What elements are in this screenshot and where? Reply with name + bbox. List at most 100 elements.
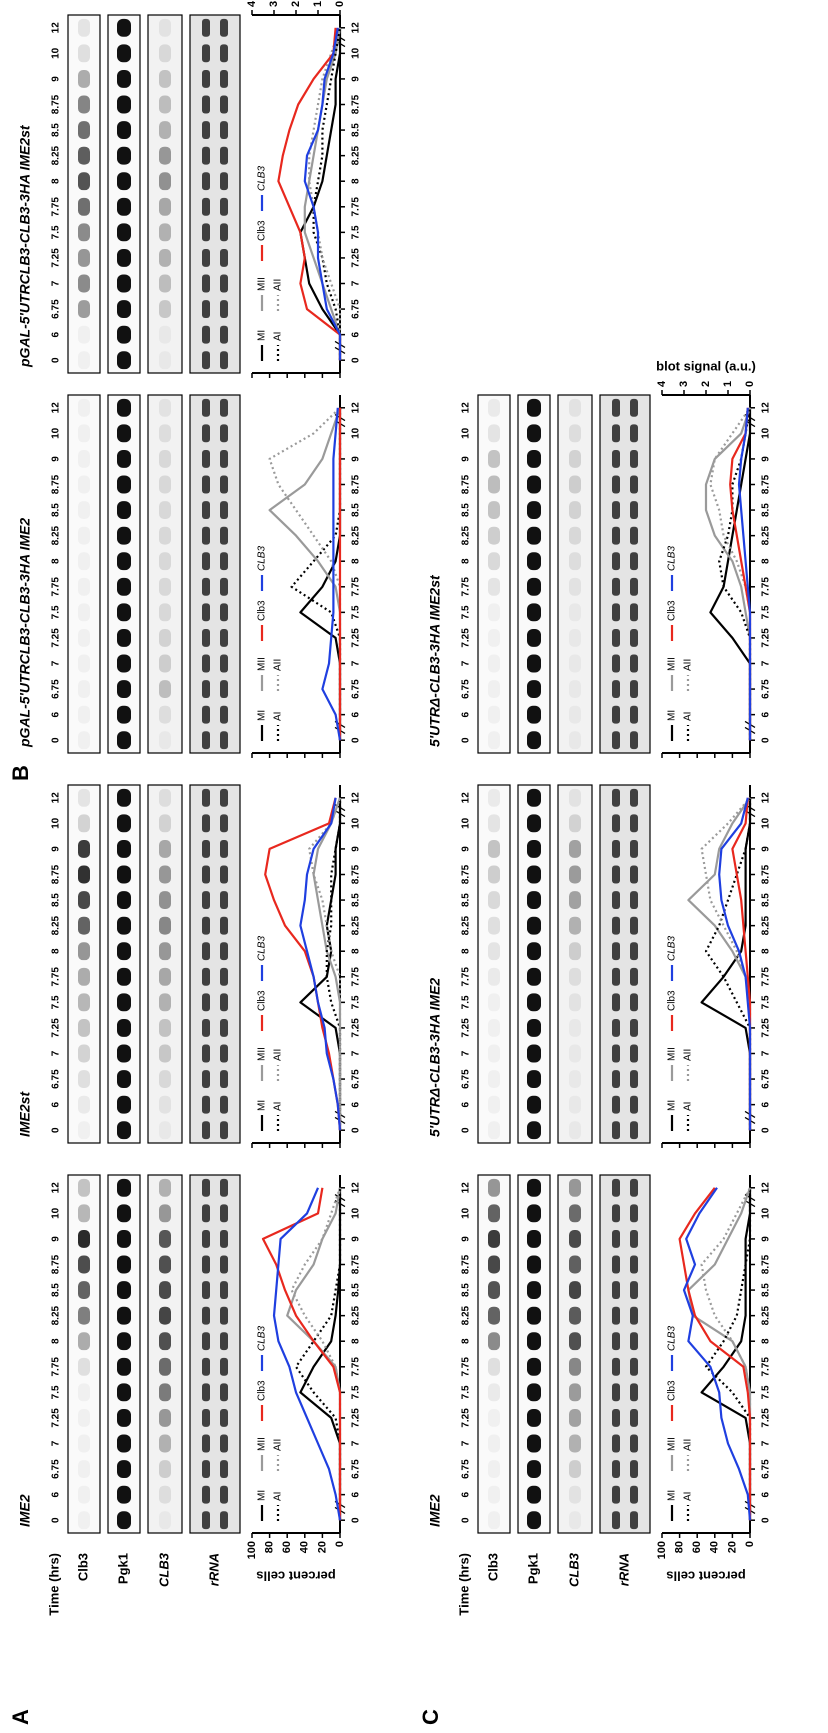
- blot-band: [220, 398, 228, 417]
- blot-band: [220, 449, 228, 468]
- lane-label: 6.75: [51, 1459, 62, 1479]
- panel-title: pGAL-5'UTRCLB3-CLB3-3HA IME2st: [17, 124, 33, 368]
- legend-label: CLB3: [667, 546, 678, 571]
- blot-band: [220, 146, 228, 165]
- legend-label: CLB3: [667, 936, 678, 961]
- blot-band: [527, 1485, 541, 1504]
- lane-label: 7: [461, 660, 472, 666]
- y-tick-label: 80: [674, 1541, 686, 1553]
- lane-label: 6: [51, 1491, 62, 1497]
- blot-band: [202, 1408, 210, 1427]
- blot-band: [78, 424, 90, 443]
- blot-box: [557, 394, 593, 754]
- blot-band: [488, 1178, 500, 1197]
- blot-band: [159, 654, 171, 673]
- legend-label: MII: [667, 657, 678, 671]
- lane-label: 7.5: [461, 1385, 472, 1399]
- blot-band: [630, 865, 638, 884]
- blot-band: [78, 18, 90, 37]
- x-tick-label: 8: [761, 948, 772, 954]
- blot-band: [612, 1121, 620, 1140]
- x-tick-label: 8.25: [351, 145, 362, 165]
- lane-label: 10: [51, 47, 62, 59]
- blot-band: [117, 891, 131, 910]
- blot-band: [220, 248, 228, 267]
- blot-band: [202, 628, 210, 647]
- lane-label: 12: [51, 22, 62, 34]
- legend-label: MII: [257, 277, 268, 291]
- blot-box: [189, 14, 241, 374]
- lane-label: 0: [51, 357, 62, 363]
- blot-box: [189, 394, 241, 754]
- blot-band: [527, 705, 541, 724]
- blot-band: [630, 731, 638, 750]
- blot-label: CLB3: [156, 1552, 171, 1587]
- blot-band: [78, 69, 90, 88]
- blot-band: [159, 1255, 171, 1274]
- blot-band: [78, 44, 90, 63]
- lane-label: 12: [461, 1182, 472, 1194]
- blot-band: [488, 1332, 500, 1351]
- x-tick-label: 7.75: [351, 967, 362, 987]
- blot-band: [630, 1357, 638, 1376]
- legend-label: Clb3: [667, 600, 678, 621]
- blot-band: [202, 1229, 210, 1248]
- blot-band: [202, 967, 210, 986]
- x-tick-label: 7.75: [351, 577, 362, 597]
- blot-band: [220, 603, 228, 622]
- blot-band: [159, 1204, 171, 1223]
- blot-band: [527, 526, 541, 545]
- y2-tick-label: 3: [678, 381, 690, 387]
- lane-label: 6.75: [51, 299, 62, 319]
- lane-label: 7.25: [51, 1408, 62, 1428]
- legend-label: AI: [273, 1492, 284, 1501]
- blot-band: [159, 1306, 171, 1325]
- lane-label: 8.25: [461, 1305, 472, 1325]
- x-tick-label: 6: [761, 1491, 772, 1497]
- blot-band: [78, 1121, 90, 1140]
- x-tick-label: 8.5: [761, 893, 772, 907]
- blot-band: [488, 449, 500, 468]
- blot-band: [159, 1383, 171, 1402]
- lane-label: 8.25: [51, 1305, 62, 1325]
- x-tick-label: 7.75: [351, 197, 362, 217]
- blot-band: [220, 1044, 228, 1063]
- blot-band: [202, 274, 210, 293]
- blot-band: [569, 577, 581, 596]
- blot-band: [488, 475, 500, 494]
- blot-band: [569, 865, 581, 884]
- x-tick-label: 12: [351, 22, 362, 34]
- blot-band: [527, 1229, 541, 1248]
- blot-band: [630, 552, 638, 571]
- lane-label: 8.25: [461, 915, 472, 935]
- blot-band: [488, 814, 500, 833]
- blot-band: [117, 1332, 131, 1351]
- blot-label: Clb3: [75, 1553, 90, 1581]
- lane-label: 10: [51, 427, 62, 439]
- blot-band: [220, 300, 228, 319]
- blot-band: [630, 967, 638, 986]
- blot-band: [569, 1095, 581, 1114]
- x-tick-label: 8.5: [351, 1283, 362, 1297]
- lane-label: 9: [461, 456, 472, 462]
- lane-label: 7: [461, 1050, 472, 1056]
- blot-band: [78, 731, 90, 750]
- x-tick-label: 7.25: [761, 628, 772, 648]
- blot-band: [527, 552, 541, 571]
- blot-band: [527, 1178, 541, 1197]
- y2-tick-label: 3: [268, 1, 280, 7]
- legend-label: MII: [667, 1437, 678, 1451]
- blot-band: [612, 1281, 620, 1300]
- blot-band: [159, 325, 171, 344]
- blot-band: [159, 1357, 171, 1376]
- legend-label: AII: [683, 659, 694, 671]
- series-line: [294, 1187, 342, 1521]
- x-tick-label: 10: [351, 817, 362, 829]
- blot-box: [477, 784, 511, 1144]
- blot-band: [117, 603, 131, 622]
- series-line: [290, 1187, 342, 1521]
- x-tick-label: 7.5: [351, 225, 362, 239]
- lane-label: 6: [461, 1491, 472, 1497]
- blot-band: [78, 916, 90, 935]
